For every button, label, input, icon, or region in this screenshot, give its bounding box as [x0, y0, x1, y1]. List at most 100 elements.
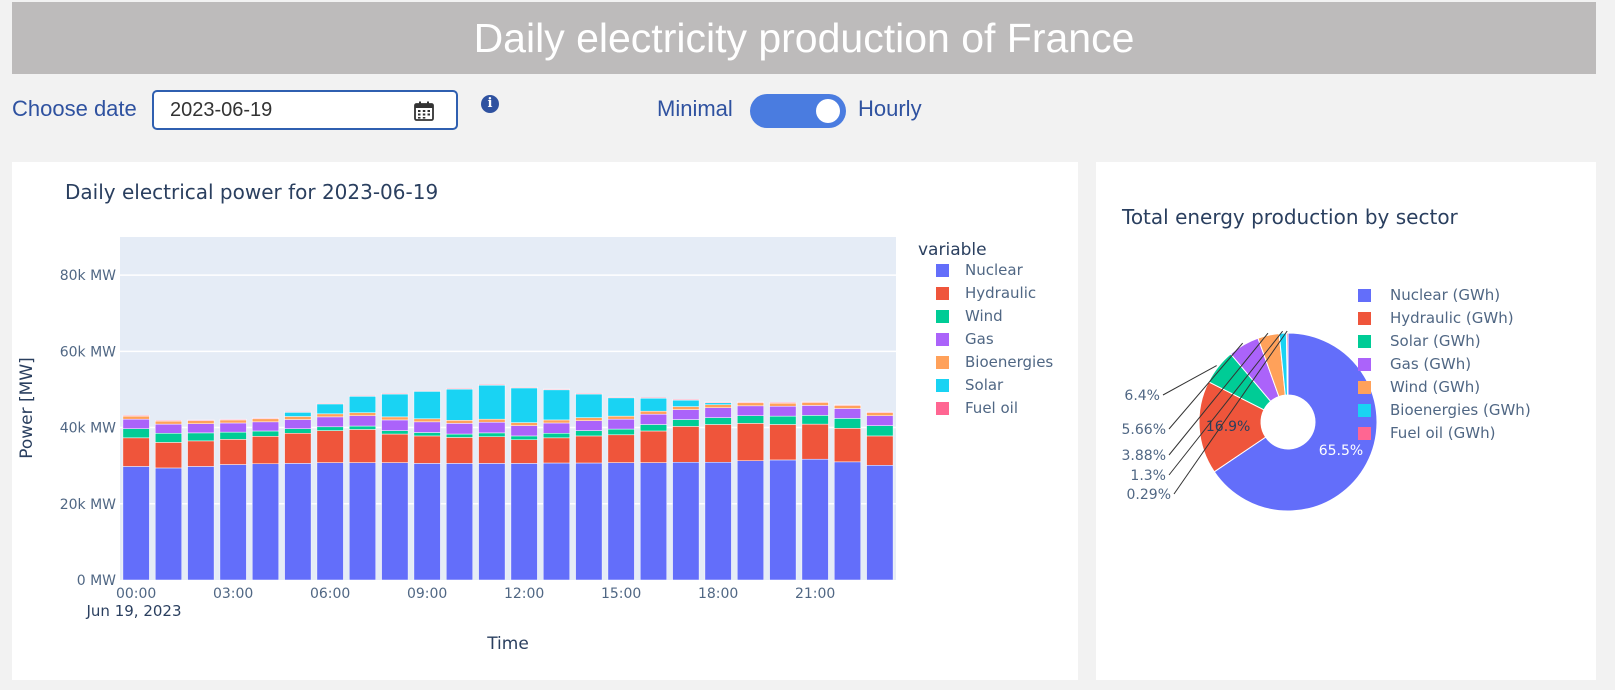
bar-segment-fuel-oil[interactable]	[122, 415, 150, 417]
bar-segment-fuel-oil[interactable]	[736, 401, 765, 404]
bar-segment-nuclear[interactable]	[672, 461, 700, 581]
legend-item[interactable]: Gas (GWh)	[1390, 355, 1471, 373]
bar-segment-wind[interactable]	[122, 428, 150, 439]
bar-segment-hydraulic[interactable]	[607, 434, 635, 463]
bar-segment-wind[interactable]	[769, 415, 797, 425]
bar-segment-hydraulic[interactable]	[542, 437, 571, 464]
bar-segment-hydraulic[interactable]	[381, 433, 409, 463]
date-picker-input[interactable]: 2023-06-19	[152, 90, 458, 130]
bar-segment-nuclear[interactable]	[833, 461, 862, 581]
bar-segment-hydraulic[interactable]	[575, 435, 603, 464]
legend-item[interactable]: Fuel oil (GWh)	[1390, 424, 1495, 442]
bar-segment-wind[interactable]	[510, 435, 538, 441]
bar-segment-wind[interactable]	[801, 415, 829, 425]
bar-segment-hydraulic[interactable]	[672, 426, 700, 463]
legend-item[interactable]: Wind (GWh)	[1390, 378, 1480, 396]
bar-segment-nuclear[interactable]	[219, 464, 247, 581]
bar-segment-hydraulic[interactable]	[510, 439, 538, 464]
legend-swatch[interactable]	[1358, 289, 1371, 302]
bar-segment-hydraulic[interactable]	[478, 436, 506, 464]
legend-item[interactable]: Hydraulic	[965, 284, 1036, 302]
bar-segment-gas[interactable]	[381, 419, 409, 431]
bar-segment-bioenergies[interactable]	[122, 415, 150, 420]
bar-segment-fuel-oil[interactable]	[445, 388, 474, 390]
pie-slice-hydraulic[interactable]	[1198, 381, 1267, 473]
legend-swatch[interactable]	[1358, 381, 1371, 394]
bar-segment-wind[interactable]	[154, 433, 183, 443]
bar-segment-wind[interactable]	[219, 431, 247, 440]
bar-segment-nuclear[interactable]	[769, 459, 797, 581]
bar-segment-solar[interactable]	[284, 412, 312, 417]
bar-segment-gas[interactable]	[801, 405, 829, 416]
legend-swatch[interactable]	[936, 310, 949, 323]
bar-segment-bioenergies[interactable]	[445, 420, 474, 424]
bar-segment-gas[interactable]	[866, 415, 894, 426]
bar-segment-bioenergies[interactable]	[413, 418, 441, 423]
bar-segment-wind[interactable]	[445, 433, 474, 438]
bar-segment-nuclear[interactable]	[575, 462, 603, 581]
bar-segment-gas[interactable]	[154, 423, 183, 434]
bar-segment-hydraulic[interactable]	[736, 423, 765, 461]
bar-segment-solar[interactable]	[607, 397, 635, 417]
bar-segment-bioenergies[interactable]	[801, 402, 829, 406]
bar-segment-bioenergies[interactable]	[704, 404, 732, 408]
bar-segment-fuel-oil[interactable]	[833, 404, 862, 406]
bar-segment-gas[interactable]	[187, 423, 215, 434]
bar-segment-solar[interactable]	[704, 402, 732, 405]
bar-segment-wind[interactable]	[316, 426, 344, 431]
bar-segment-nuclear[interactable]	[445, 463, 474, 581]
bar-segment-solar[interactable]	[348, 396, 377, 413]
bar-segment-hydraulic[interactable]	[413, 435, 441, 464]
bar-segment-bioenergies[interactable]	[575, 417, 603, 421]
bar-segment-hydraulic[interactable]	[122, 437, 150, 467]
bar-segment-bioenergies[interactable]	[833, 405, 862, 409]
bar-segment-fuel-oil[interactable]	[607, 396, 635, 399]
legend-swatch[interactable]	[1358, 335, 1371, 348]
legend-swatch[interactable]	[1358, 404, 1371, 417]
bar-segment-wind[interactable]	[187, 432, 215, 442]
bar-segment-nuclear[interactable]	[154, 467, 183, 581]
bar-segment-gas[interactable]	[348, 415, 377, 427]
bar-segment-hydraulic[interactable]	[348, 429, 377, 463]
bar-segment-bioenergies[interactable]	[219, 419, 247, 424]
legend-item[interactable]: Bioenergies	[965, 353, 1053, 371]
bar-segment-nuclear[interactable]	[284, 463, 312, 581]
calendar-icon[interactable]	[414, 101, 434, 121]
bar-segment-nuclear[interactable]	[639, 462, 668, 581]
bar-segment-gas[interactable]	[284, 419, 312, 429]
bar-segment-solar[interactable]	[381, 393, 409, 418]
bar-segment-fuel-oil[interactable]	[704, 401, 732, 404]
bar-segment-fuel-oil[interactable]	[672, 399, 700, 401]
bar-segment-gas[interactable]	[542, 422, 571, 434]
bar-segment-hydraulic[interactable]	[801, 423, 829, 460]
bar-segment-gas[interactable]	[769, 405, 797, 417]
bar-segment-fuel-oil[interactable]	[251, 417, 280, 420]
bar-segment-fuel-oil[interactable]	[510, 386, 538, 389]
bar-segment-gas[interactable]	[478, 421, 506, 434]
bar-segment-nuclear[interactable]	[348, 462, 377, 581]
bar-segment-bioenergies[interactable]	[381, 416, 409, 421]
pie-slice-nuclear[interactable]	[1213, 332, 1378, 512]
bar-segment-hydraulic[interactable]	[219, 439, 247, 465]
legend-swatch[interactable]	[936, 287, 949, 300]
bar-segment-bioenergies[interactable]	[510, 422, 538, 426]
date-value[interactable]: 2023-06-19	[170, 99, 273, 121]
bar-segment-gas[interactable]	[639, 413, 668, 425]
bar-segment-wind[interactable]	[607, 428, 635, 436]
bar-segment-gas[interactable]	[316, 416, 344, 428]
bar-segment-nuclear[interactable]	[381, 462, 409, 581]
legend-swatch[interactable]	[936, 264, 949, 277]
bar-segment-bioenergies[interactable]	[672, 406, 700, 410]
bar-segment-wind[interactable]	[348, 425, 377, 430]
pie-slice-fuel[interactable]	[1285, 332, 1289, 396]
bar-segment-bioenergies[interactable]	[542, 419, 571, 424]
bar-segment-nuclear[interactable]	[607, 462, 635, 581]
legend-swatch[interactable]	[936, 356, 949, 369]
view-toggle-switch[interactable]	[750, 94, 846, 128]
bar-segment-gas[interactable]	[736, 405, 765, 416]
bar-segment-bioenergies[interactable]	[736, 402, 765, 407]
bar-segment-solar[interactable]	[542, 389, 571, 421]
bar-segment-solar[interactable]	[445, 388, 474, 421]
bar-segment-gas[interactable]	[251, 421, 280, 432]
bar-segment-fuel-oil[interactable]	[478, 384, 506, 386]
